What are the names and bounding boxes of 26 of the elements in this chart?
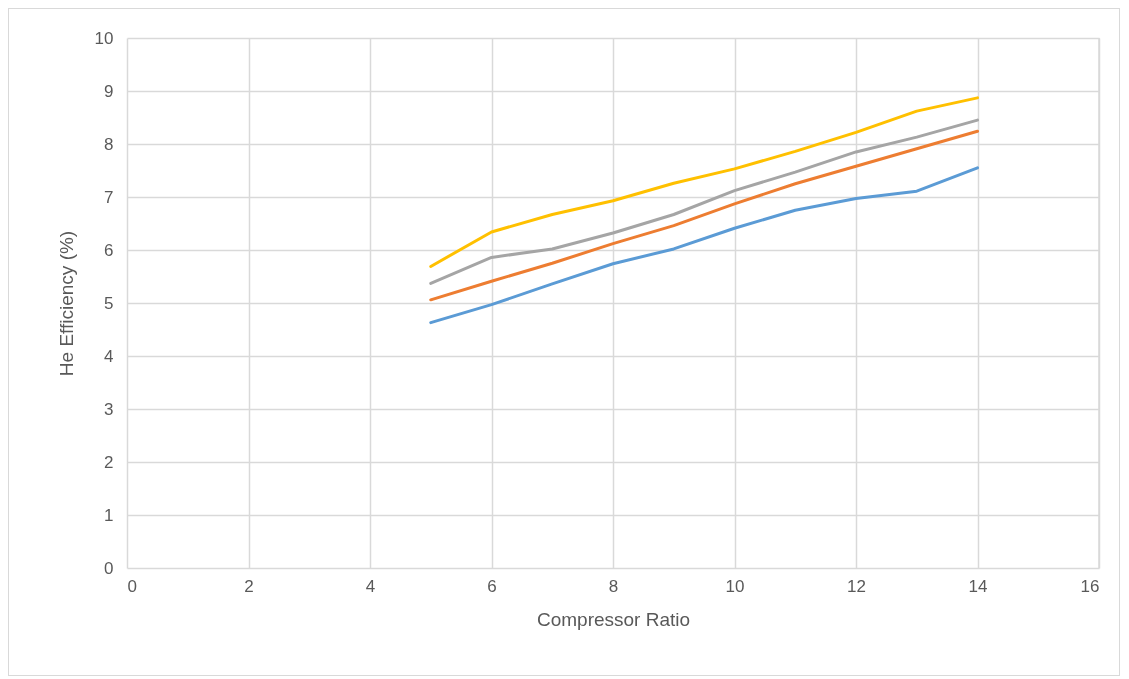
y-tick-label: 1 <box>104 505 114 525</box>
x-tick-label: 16 <box>1080 576 1100 596</box>
y-axis-title: He Efficiency (%) <box>55 230 77 377</box>
line-series <box>429 96 979 268</box>
y-tick-label: 2 <box>104 452 114 472</box>
x-tick-label: 4 <box>365 576 376 596</box>
y-tick-label: 3 <box>104 399 114 419</box>
y-tick-label: 6 <box>104 240 114 260</box>
x-tick-label: 10 <box>725 576 745 596</box>
x-tick-label: 12 <box>847 576 866 596</box>
y-tick-label: 4 <box>104 346 114 366</box>
x-tick-label: 8 <box>608 576 619 596</box>
line-series <box>429 166 979 325</box>
y-tick-label: 0 <box>104 558 114 578</box>
y-tick-label: 7 <box>104 187 114 207</box>
x-tick-label: 14 <box>968 576 988 596</box>
x-tick-label: 0 <box>127 576 137 596</box>
line-series <box>429 118 979 285</box>
x-tick-label: 6 <box>487 576 497 596</box>
y-tick-label: 8 <box>104 134 114 154</box>
line-series <box>429 129 979 302</box>
x-axis-title: Compressor Ratio <box>536 608 691 630</box>
x-tick-label: 2 <box>244 576 254 596</box>
y-tick-label: 9 <box>104 81 114 101</box>
y-tick-label: 5 <box>104 293 114 313</box>
y-tick-label: 10 <box>94 28 114 48</box>
